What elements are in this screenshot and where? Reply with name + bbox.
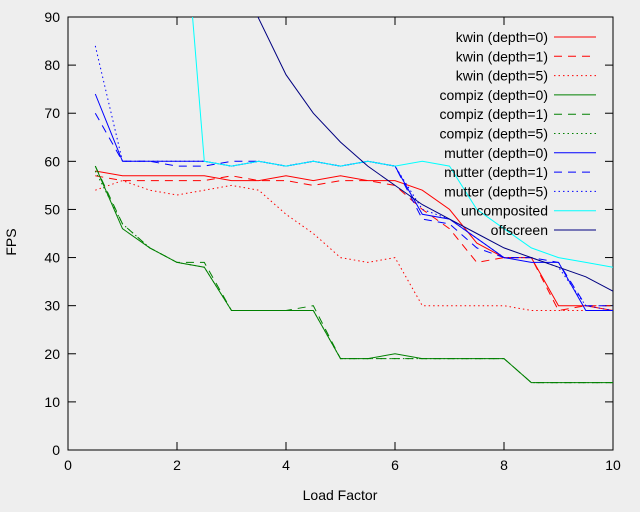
legend-label: mutter (depth=1) <box>444 164 548 180</box>
x-tick-label: 2 <box>173 457 181 473</box>
y-axis-title: FPS <box>3 228 19 255</box>
series-line-10 <box>257 17 613 292</box>
series-line-9 <box>192 17 613 268</box>
legend-label: compiz (depth=5) <box>439 126 548 142</box>
legend-label: offscreen <box>491 222 548 238</box>
x-axis-title: Load Factor <box>303 487 378 503</box>
x-tick-label: 10 <box>605 457 621 473</box>
legend-label: kwin (depth=5) <box>456 68 548 84</box>
x-tick-label: 6 <box>391 457 399 473</box>
legend-label: mutter (depth=5) <box>444 183 548 199</box>
legend-label: mutter (depth=0) <box>444 145 548 161</box>
y-tick-label: 80 <box>44 57 60 73</box>
x-tick-label: 4 <box>282 457 290 473</box>
y-tick-label: 50 <box>44 201 60 217</box>
x-tick-label: 0 <box>64 457 72 473</box>
legend-label: kwin (depth=0) <box>456 29 548 45</box>
y-tick-label: 70 <box>44 105 60 121</box>
series-line-2 <box>95 180 613 311</box>
y-tick-label: 10 <box>44 394 60 410</box>
legend-label: compiz (depth=0) <box>439 87 548 103</box>
legend: kwin (depth=0) kwin (depth=1) kwin (depth=… <box>439 29 596 238</box>
x-tick-label: 8 <box>500 457 508 473</box>
plot-frame <box>67 16 614 451</box>
axis-ticks: 0 2 4 6 8 10 0 10 20 30 40 50 60 70 80 90 <box>44 9 621 473</box>
series-line-8 <box>94 45 613 311</box>
y-tick-label: 20 <box>44 346 60 362</box>
series-lines <box>94 17 613 384</box>
y-tick-label: 30 <box>44 298 60 314</box>
y-tick-label: 60 <box>44 153 60 169</box>
legend-label: kwin (depth=1) <box>456 48 548 64</box>
plot-border <box>67 16 614 451</box>
y-tick-label: 0 <box>52 442 60 458</box>
legend-label: uncomposited <box>461 203 548 219</box>
y-tick-label: 90 <box>44 9 60 25</box>
series-line-5 <box>94 170 613 384</box>
y-tick-label: 40 <box>44 250 60 266</box>
legend-label: compiz (depth=1) <box>439 106 548 122</box>
